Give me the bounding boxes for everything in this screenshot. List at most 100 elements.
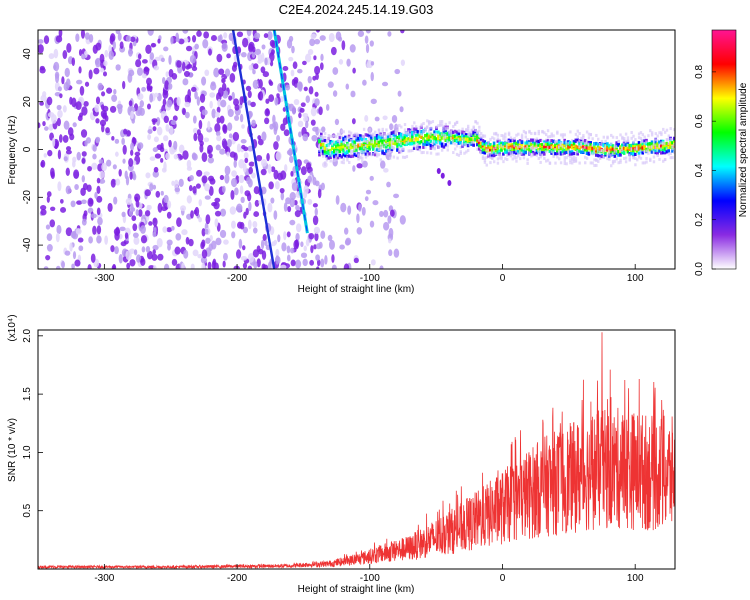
noise-blob [223, 32, 228, 39]
signal-band-halo [478, 129, 481, 133]
signal-band-halo [409, 133, 412, 137]
signal-band-cell [349, 143, 353, 147]
y-tick-label: 40 [22, 48, 33, 60]
signal-band-cell [661, 145, 665, 150]
noise-blob [317, 188, 322, 199]
noise-blob [90, 253, 96, 263]
signal-band-halo [498, 138, 501, 142]
signal-band-cell [492, 153, 496, 157]
signal-band-halo [381, 144, 384, 148]
noise-blob [219, 115, 225, 124]
noise-blob [218, 87, 224, 98]
signal-band-halo [396, 124, 399, 128]
signal-band-cell [342, 149, 345, 153]
signal-band-halo [498, 156, 501, 160]
noise-blob [317, 259, 321, 267]
signal-band-cell [433, 142, 436, 146]
noise-blob [160, 206, 168, 212]
noise-blob [299, 107, 305, 113]
signal-band-cell [347, 149, 351, 153]
noise-blob [182, 108, 187, 116]
noise-blob [253, 211, 260, 218]
noise-blob [145, 172, 151, 179]
signal-band-cell [444, 125, 448, 129]
signal-band-cell [555, 149, 559, 153]
noise-blob [319, 35, 326, 41]
noise-blob [305, 120, 309, 129]
signal-band-cell [659, 139, 663, 143]
signal-band-halo [543, 131, 546, 135]
noise-blob [146, 103, 151, 110]
signal-band-halo [585, 130, 589, 134]
signal-band-halo [450, 131, 453, 135]
signal-band-cell [600, 154, 604, 159]
signal-band-cell [362, 142, 366, 146]
signal-band-cell [568, 152, 572, 156]
noise-blob [200, 241, 205, 250]
signal-band-halo [654, 144, 658, 148]
signal-band-halo [667, 134, 671, 138]
signal-band-halo [403, 123, 407, 127]
noise-blob [332, 67, 339, 75]
signal-band-halo [660, 147, 663, 151]
noise-blob [152, 244, 159, 251]
signal-band-cell [542, 152, 546, 156]
noise-blob [383, 209, 389, 218]
signal-band-halo [611, 161, 615, 165]
spectrogram-x-ticks: -300 -200 -100 0 100 [94, 264, 644, 284]
signal-band-cell [396, 141, 399, 145]
signal-band-cell [507, 152, 511, 156]
signal-band-halo [535, 137, 539, 141]
signal-band-halo [580, 141, 583, 145]
signal-band-cell [581, 141, 585, 145]
noise-blob [73, 169, 80, 180]
signal-band-cell [524, 141, 527, 145]
signal-band-cell [513, 150, 516, 155]
signal-band-cell [392, 133, 396, 137]
signal-band-halo [639, 149, 643, 153]
signal-band-halo [600, 139, 604, 143]
signal-band-cell [557, 140, 561, 144]
noise-blob [171, 258, 178, 266]
signal-band-halo [383, 145, 386, 149]
noise-blob [234, 187, 239, 196]
noise-blob [39, 101, 44, 106]
signal-band-halo [665, 128, 669, 132]
noise-blob [253, 63, 259, 70]
noise-blob [314, 65, 321, 75]
noise-blob [210, 81, 216, 86]
signal-band-cell [541, 144, 544, 149]
signal-band-cell [650, 140, 654, 144]
noise-blob [201, 262, 206, 269]
noise-blob [238, 174, 245, 184]
signal-band-halo [489, 155, 492, 159]
signal-band-halo [591, 137, 594, 141]
noise-blob [369, 40, 374, 47]
noise-blob [149, 156, 156, 161]
signal-band-cell [554, 152, 557, 156]
signal-band-cell [485, 142, 488, 146]
signal-band-halo [442, 133, 446, 137]
signal-band-halo [340, 160, 344, 164]
signal-band-cell [542, 145, 546, 149]
signal-band-cell [578, 149, 581, 153]
signal-band-cell [327, 156, 331, 160]
signal-band-halo [398, 146, 401, 150]
signal-band-halo [645, 160, 648, 164]
noise-blob [308, 232, 315, 240]
noise-blob [233, 61, 238, 68]
signal-band-halo [496, 157, 500, 161]
signal-band-cell [563, 138, 566, 143]
signal-band-cell [399, 133, 403, 138]
signal-band-cell [568, 144, 572, 149]
signal-band-cell [440, 144, 444, 148]
signal-band-cell [528, 148, 531, 152]
noise-blob [189, 174, 194, 182]
signal-band-halo [440, 148, 444, 152]
signal-band-halo [491, 156, 494, 160]
noise-blob [305, 53, 312, 63]
noise-blob [219, 229, 227, 239]
noise-blob [140, 225, 146, 234]
signal-band-cell [665, 141, 669, 146]
signal-band-cell [405, 137, 409, 141]
